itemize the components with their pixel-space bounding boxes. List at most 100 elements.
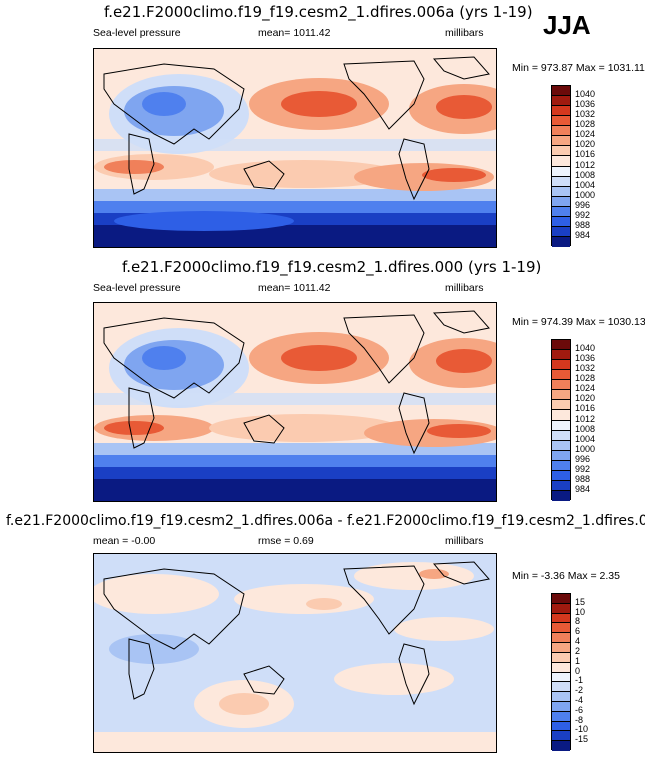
panel-3-map [93, 553, 497, 753]
colorbar-segment [552, 643, 570, 653]
colorbar-segment [552, 701, 570, 712]
colorbar-segment [552, 613, 570, 624]
colorbar-segment [552, 350, 570, 361]
colorbar-segment [552, 126, 570, 137]
colorbar-segment [552, 420, 570, 431]
colorbar-segment [552, 400, 570, 411]
colorbar-tick-label: 0 [575, 665, 581, 676]
panel-1-variable: Sea-level pressure [93, 27, 181, 39]
colorbar-segment [552, 490, 570, 501]
colorbar-tick-label: 6 [575, 626, 581, 637]
panel-2-minmax: Min = 974.39 Max = 1030.13 [512, 316, 645, 328]
colorbar-tick-label: 1016 [575, 149, 596, 160]
colorbar-segment [552, 594, 570, 604]
colorbar-segment [552, 410, 570, 421]
colorbar-segment [552, 370, 570, 381]
colorbar-segment [552, 430, 570, 441]
colorbar-segment [552, 662, 570, 673]
colorbar-tick-label: 1028 [575, 119, 596, 130]
colorbar-tick-label: 1028 [575, 373, 596, 384]
colorbar-segment [552, 86, 570, 97]
panel-2-mean: mean= 1011.42 [258, 282, 331, 294]
colorbar-segment [552, 196, 570, 207]
panel-1-colorbar [551, 85, 571, 247]
colorbar-tick-label: -8 [575, 714, 584, 725]
panel-3-colorbar [551, 593, 571, 751]
colorbar-tick-label: 988 [575, 219, 591, 230]
colorbar-tick-label: 1016 [575, 403, 596, 414]
panel-1-mean: mean= 1011.42 [258, 27, 331, 39]
colorbar-segment [552, 672, 570, 683]
colorbar-tick-label: 2 [575, 645, 581, 656]
colorbar-segment [552, 206, 570, 217]
colorbar-tick-label: 1004 [575, 433, 596, 444]
colorbar-segment [552, 633, 570, 644]
colorbar-segment [552, 340, 570, 351]
colorbar-tick-label: 8 [575, 616, 581, 627]
colorbar-segment [552, 711, 570, 722]
colorbar-segment [552, 652, 570, 663]
colorbar-tick-label: -2 [575, 685, 584, 696]
panel-1-minmax: Min = 973.87 Max = 1031.11 [512, 62, 645, 74]
colorbar-segment [552, 450, 570, 461]
panel-2-variable: Sea-level pressure [93, 282, 181, 294]
colorbar-segment [552, 116, 570, 127]
panel-1-units: millibars [445, 27, 484, 39]
colorbar-tick-label: -15 [575, 734, 589, 745]
colorbar-tick-label: 1000 [575, 189, 596, 200]
colorbar-segment [552, 96, 570, 107]
colorbar-segment [552, 721, 570, 732]
colorbar-tick-label: 1036 [575, 99, 596, 110]
panel-2-title: f.e21.F2000climo.f19_f19.cesm2_1.dfires.… [122, 258, 542, 276]
colorbar-tick-label: -6 [575, 704, 584, 715]
panel-2-units: millibars [445, 282, 484, 294]
panel-2-map [93, 302, 497, 502]
colorbar-segment [552, 623, 570, 634]
colorbar-segment [552, 106, 570, 117]
colorbar-tick-label: 996 [575, 453, 591, 464]
colorbar-segment [552, 166, 570, 177]
panel-3-minmax: Min = -3.36 Max = 2.35 [512, 570, 620, 582]
colorbar-tick-label: 1008 [575, 169, 596, 180]
colorbar-segment [552, 146, 570, 157]
colorbar-tick-label: 1020 [575, 139, 596, 150]
colorbar-tick-label: 1036 [575, 353, 596, 364]
colorbar-segment [552, 692, 570, 702]
colorbar-tick-label: 992 [575, 209, 591, 220]
colorbar-tick-label: -10 [575, 724, 589, 735]
colorbar-tick-label: 988 [575, 473, 591, 484]
panel-2-colorbar [551, 339, 571, 501]
colorbar-tick-label: 1020 [575, 393, 596, 404]
panel-1-map [93, 48, 497, 248]
colorbar-segment [552, 460, 570, 471]
colorbar-tick-label: 1000 [575, 443, 596, 454]
colorbar-tick-label: 1012 [575, 159, 596, 170]
colorbar-tick-label: 1024 [575, 129, 596, 140]
colorbar-tick-label: 984 [575, 483, 591, 494]
colorbar-segment [552, 380, 570, 391]
colorbar-tick-label: 992 [575, 463, 591, 474]
colorbar-tick-label: 984 [575, 229, 591, 240]
colorbar-segment [552, 480, 570, 491]
panel-1-title: f.e21.F2000climo.f19_f19.cesm2_1.dfires.… [104, 3, 533, 21]
colorbar-segment [552, 136, 570, 147]
panel-3-title: f.e21.F2000climo.f19_f19.cesm2_1.dfires.… [6, 513, 645, 529]
colorbar-tick-label: 1012 [575, 413, 596, 424]
colorbar-segment [552, 156, 570, 167]
season-label: JJA [543, 10, 591, 40]
colorbar-segment [552, 226, 570, 237]
colorbar-tick-label: -1 [575, 675, 584, 686]
colorbar-tick-label: 1032 [575, 363, 596, 374]
colorbar-segment [552, 390, 570, 401]
colorbar-tick-label: 1024 [575, 383, 596, 394]
colorbar-segment [552, 741, 570, 751]
colorbar-segment [552, 440, 570, 451]
colorbar-tick-label: 1 [575, 655, 581, 666]
colorbar-segment [552, 236, 570, 247]
colorbar-segment [552, 176, 570, 187]
colorbar-tick-label: -4 [575, 694, 584, 705]
colorbar-tick-label: 1040 [575, 89, 596, 100]
colorbar-tick-label: 996 [575, 199, 591, 210]
colorbar-segment [552, 360, 570, 371]
panel-3-rmse: rmse = 0.69 [258, 535, 314, 547]
